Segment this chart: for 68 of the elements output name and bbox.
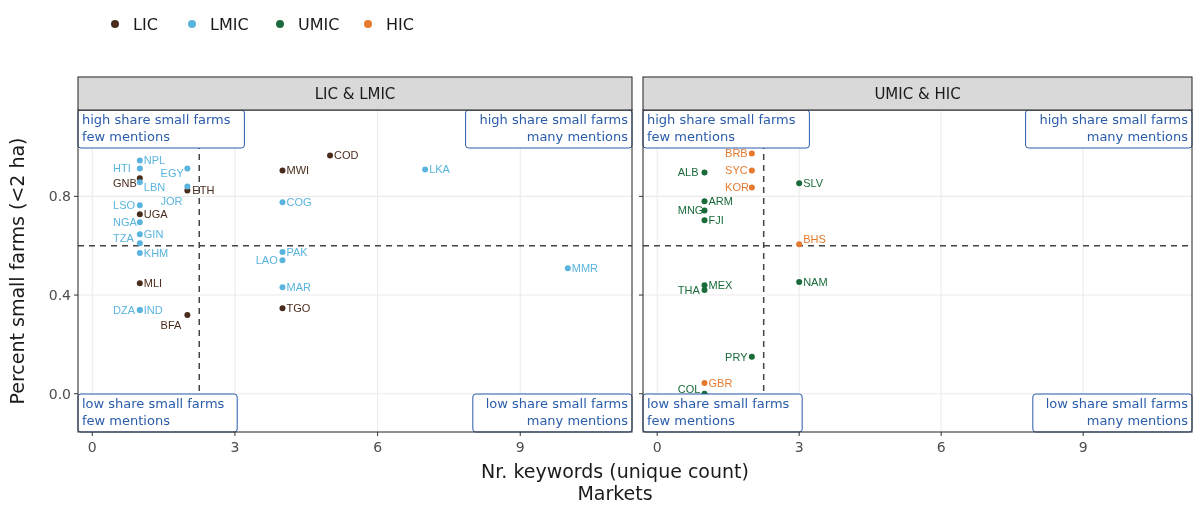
y-tick-label: 0.4 — [48, 286, 72, 303]
data-label: BFA — [160, 318, 183, 331]
data-label: LBN — [143, 181, 166, 194]
data-label: NAM — [803, 275, 828, 288]
data-label: BHS — [803, 233, 826, 246]
annotation: high share small farms few mentions — [82, 112, 231, 144]
legend-label: LIC — [133, 15, 158, 34]
data-label: TGO — [286, 301, 311, 314]
y-axis-title: Percent small farms (<2 ha) — [6, 137, 28, 405]
data-label: MLI — [143, 277, 163, 290]
data-label: ETH — [192, 184, 215, 197]
data-label: NPL — [143, 154, 166, 167]
annotation: low share small farms few mentions — [82, 396, 225, 428]
data-label: GIN — [143, 228, 164, 241]
data-label: KHM — [143, 246, 169, 259]
chart-title: LIC & LMIC — [314, 85, 396, 103]
data-label: COL — [677, 382, 701, 395]
x-axis-title: Nr. keywords (unique count) Markets — [481, 460, 749, 504]
data-label: GBR — [708, 376, 733, 389]
x-tick-label: 6 — [373, 439, 383, 455]
x-tick-label: 0 — [652, 439, 662, 455]
data-label: TZA — [113, 232, 135, 245]
data-label: MAR — [286, 281, 311, 294]
data-label: MMR — [571, 262, 599, 275]
x-tick-label: 0 — [87, 439, 97, 455]
x-tick-label: 6 — [936, 439, 946, 455]
data-label: SLV — [803, 177, 824, 190]
legend-label: UMIC — [298, 15, 340, 34]
data-label: THA — [677, 283, 701, 296]
data-label: PRY — [725, 350, 749, 363]
annotation: high share small farms many mentions — [1039, 112, 1189, 144]
data-label: KOR — [725, 181, 749, 194]
data-label: DZA — [113, 303, 136, 316]
legend-label: LMIC — [210, 15, 249, 34]
data-label: MWI — [286, 164, 310, 177]
annotation: high share small farms many mentions — [479, 112, 629, 144]
data-label: HTI — [113, 162, 131, 175]
data-label: LSO — [113, 199, 136, 212]
data-label: JOR — [160, 195, 183, 208]
annotation: low share small farms few mentions — [647, 396, 790, 428]
data-label: BRB — [725, 147, 748, 160]
annotation: high share small farms few mentions — [647, 112, 796, 144]
data-label: MEX — [708, 279, 734, 292]
data-label: UGA — [143, 208, 169, 221]
data-label: COD — [334, 149, 359, 162]
data-label: NGA — [113, 216, 138, 229]
data-label: FJI — [708, 214, 724, 227]
annotation: low share small farms many mentions — [485, 396, 629, 428]
chart-title: UMIC & HIC — [874, 85, 961, 103]
data-label: LKA — [429, 163, 451, 176]
y-tick-label: 0.8 — [48, 188, 71, 205]
data-label: ALB — [677, 166, 699, 179]
x-tick-label: 3 — [794, 439, 804, 455]
data-label: ARM — [708, 195, 733, 208]
data-label: EGY — [160, 167, 185, 180]
data-label: IND — [143, 303, 163, 316]
x-tick-label: 9 — [1078, 439, 1088, 455]
x-tick-label: 9 — [515, 439, 525, 455]
data-label: COG — [286, 196, 312, 209]
data-label: SYC — [725, 164, 748, 177]
data-label: PAK — [286, 245, 309, 258]
data-label: LAO — [255, 254, 279, 267]
data-label: GNB — [113, 177, 137, 190]
data-label: MNG — [677, 204, 704, 217]
annotation: low share small farms many mentions — [1045, 396, 1189, 428]
x-tick-label: 3 — [230, 439, 240, 455]
y-tick-label: 0.0 — [48, 385, 71, 402]
legend-label: HIC — [386, 15, 414, 34]
